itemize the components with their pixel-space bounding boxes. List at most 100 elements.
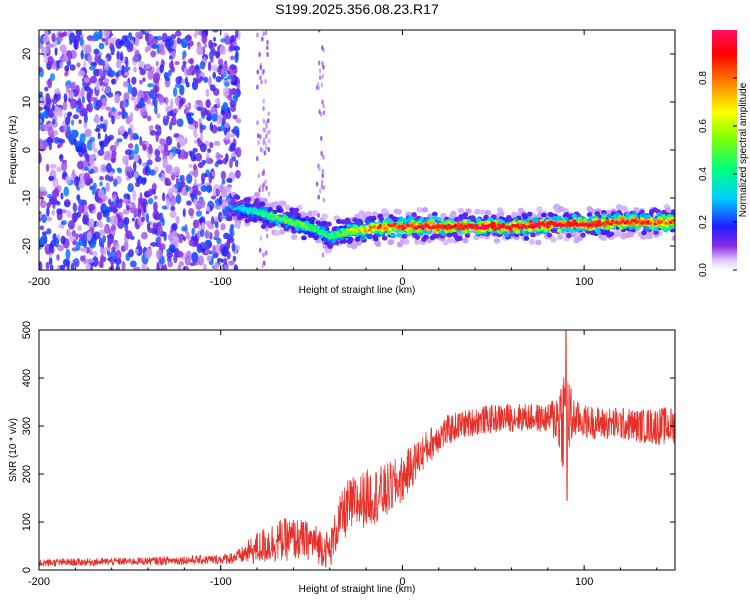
noise-blob	[117, 111, 122, 116]
sparse-blob	[268, 138, 271, 144]
noise-blob	[152, 222, 158, 229]
signal-track-blob	[229, 201, 234, 206]
noise-blob	[103, 64, 109, 71]
signal-track-blob	[315, 220, 321, 226]
noise-blob	[208, 39, 213, 50]
noise-blob	[58, 107, 63, 118]
noise-blob	[170, 116, 177, 126]
noise-blob	[108, 175, 114, 182]
noise-blob	[217, 58, 224, 66]
noise-blob	[138, 91, 145, 97]
noise-blob	[178, 238, 183, 244]
signal-track-blob	[260, 210, 265, 214]
sparse-blob	[321, 99, 324, 105]
noise-blob	[209, 84, 216, 92]
noise-blob	[227, 95, 233, 101]
spectrogram-ytick-label: 10	[21, 96, 33, 108]
signal-track-blob	[498, 211, 505, 217]
noise-blob	[231, 75, 236, 83]
noise-blob	[148, 143, 153, 155]
noise-blob	[44, 102, 51, 111]
sparse-blob	[318, 165, 321, 171]
noise-blob	[97, 149, 105, 156]
noise-blob	[83, 113, 88, 123]
noise-blob	[49, 163, 57, 169]
noise-blob	[104, 208, 110, 218]
noise-blob	[178, 233, 185, 241]
noise-blob	[144, 165, 149, 173]
noise-blob	[199, 133, 204, 141]
noise-blob	[181, 37, 188, 49]
noise-blob	[229, 158, 233, 169]
noise-blob	[168, 151, 174, 160]
noise-blob	[150, 242, 158, 247]
noise-blob	[109, 144, 117, 153]
sparse-blob	[257, 173, 261, 179]
noise-blob	[223, 139, 231, 144]
signal-track-blob	[590, 220, 594, 224]
signal-track-blob	[446, 237, 454, 244]
noise-blob	[149, 169, 156, 176]
noise-blob	[134, 248, 139, 255]
signal-track-blob	[487, 217, 493, 222]
noise-blob	[60, 192, 64, 200]
noise-blob	[114, 242, 120, 251]
noise-blob	[82, 215, 89, 225]
noise-blob	[134, 181, 141, 188]
noise-blob	[69, 64, 76, 71]
noise-blob	[140, 231, 148, 240]
noise-blob	[165, 96, 169, 106]
signal-track-blob	[366, 234, 372, 240]
noise-blob	[96, 221, 100, 227]
signal-track-blob	[308, 219, 315, 224]
noise-blob	[51, 119, 56, 125]
noise-blob	[142, 77, 146, 82]
noise-blob	[191, 185, 199, 195]
noise-blob	[47, 55, 54, 65]
noise-blob	[197, 255, 205, 266]
noise-blob	[188, 207, 195, 217]
noise-blob	[194, 177, 198, 187]
noise-blob	[199, 229, 205, 238]
noise-blob	[95, 79, 101, 91]
noise-blob	[197, 183, 203, 188]
noise-blob	[59, 264, 66, 270]
noise-blob	[216, 154, 224, 159]
noise-blob	[41, 214, 47, 224]
noise-blob	[142, 201, 147, 213]
sparse-blob	[318, 75, 322, 81]
sparse-blob	[259, 235, 263, 241]
noise-blob	[59, 44, 67, 53]
signal-track-blob	[305, 227, 309, 230]
noise-blob	[103, 30, 111, 38]
noise-blob	[207, 61, 212, 72]
noise-blob	[110, 70, 116, 77]
snr-panel: -200 -100 0 100 0 100 200 300 400 500 Height of …	[8, 321, 676, 595]
signal-track-blob	[631, 222, 636, 227]
signal-track-blob	[327, 244, 333, 250]
snr-series-line	[39, 330, 675, 568]
noise-blob	[132, 190, 137, 202]
noise-blob	[45, 163, 50, 172]
noise-blob	[151, 43, 159, 50]
noise-blob	[169, 200, 174, 207]
noise-blob	[125, 230, 133, 240]
signal-track-blob	[482, 224, 486, 228]
sparse-blob	[266, 45, 269, 51]
noise-blob	[71, 212, 79, 222]
noise-blob	[229, 142, 236, 151]
signal-track-blob	[483, 214, 489, 220]
noise-blob	[96, 211, 103, 221]
noise-blob	[107, 239, 112, 248]
signal-track-blob	[597, 219, 602, 223]
noise-blob	[105, 106, 111, 111]
noise-blob	[191, 227, 195, 236]
spectrogram-ytick-label: -20	[21, 238, 33, 254]
sparse-blob	[261, 147, 264, 153]
noise-blob	[122, 155, 129, 165]
noise-blob	[73, 39, 78, 50]
noise-blob	[211, 113, 218, 122]
noise-blob	[139, 97, 145, 107]
signal-track-blob	[493, 224, 497, 227]
noise-blob	[123, 216, 130, 225]
